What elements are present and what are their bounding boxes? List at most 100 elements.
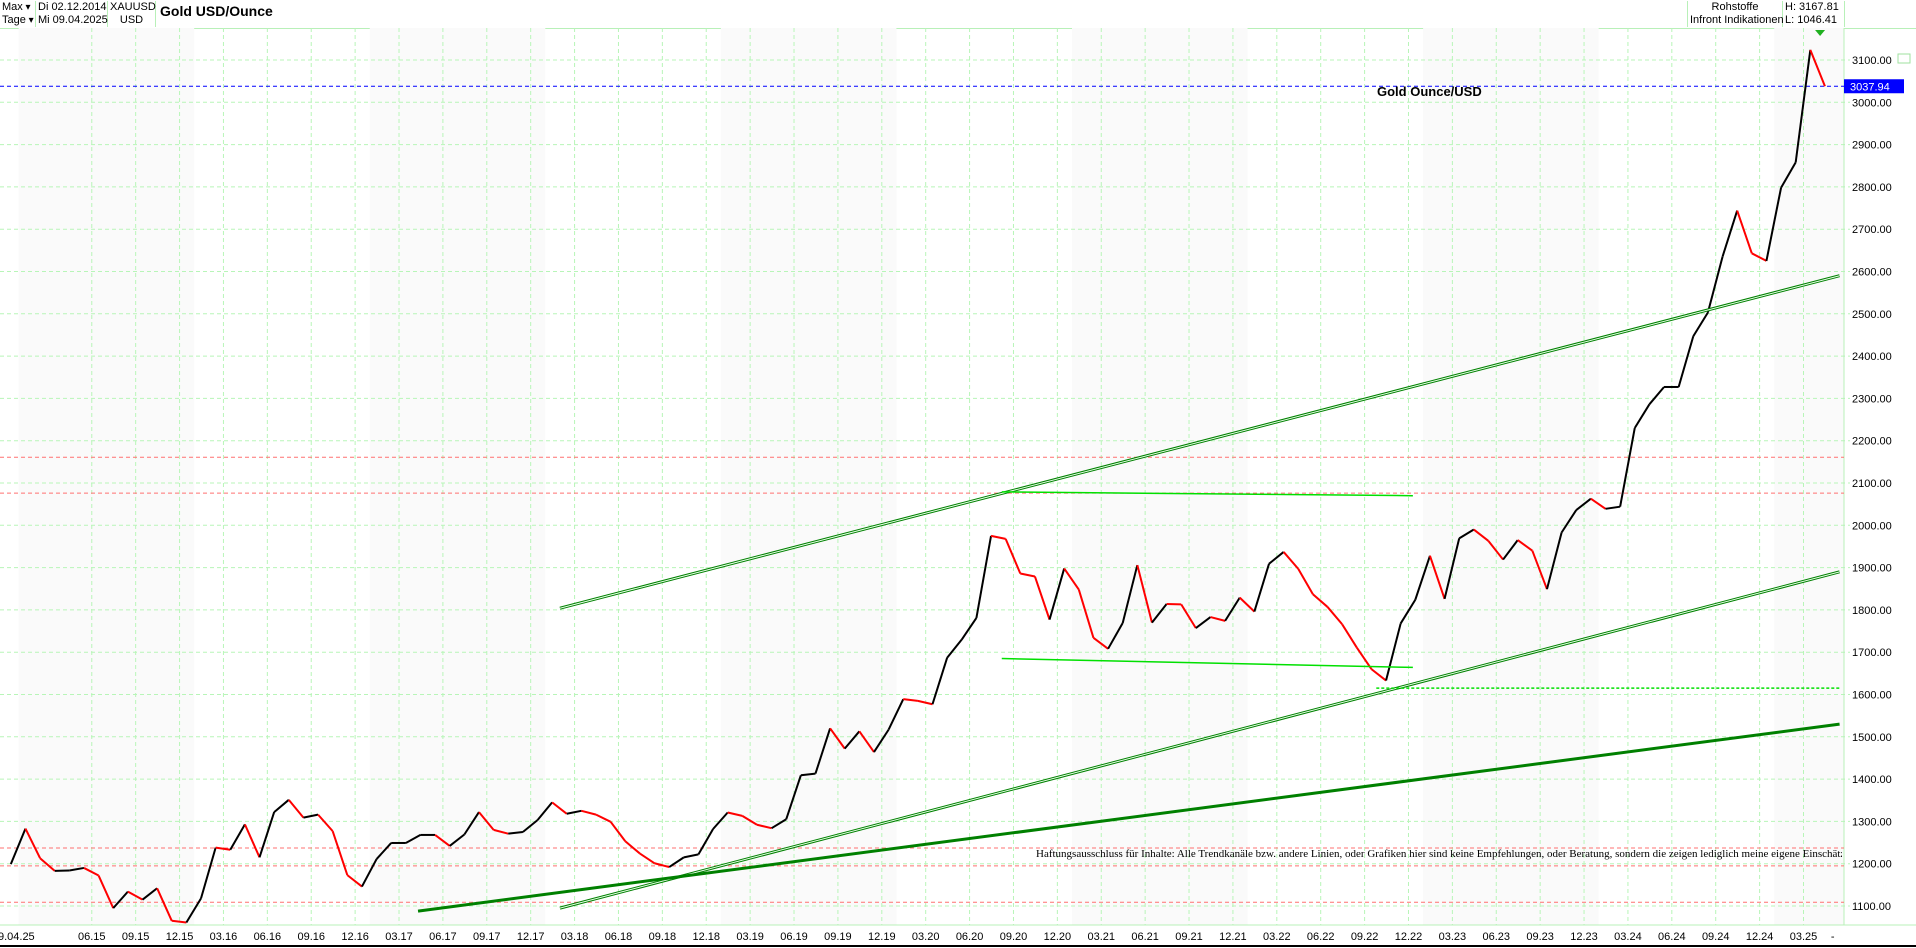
data-source: Infront Indikationen <box>1690 14 1784 26</box>
price-segment <box>1385 623 1402 681</box>
x-tick-label: 06.20 <box>956 931 984 943</box>
price-segment <box>1765 187 1783 262</box>
price-segment <box>1077 589 1095 639</box>
price-segment <box>858 730 875 753</box>
interval-dropdown[interactable]: Tage <box>2 14 33 27</box>
price-segment <box>1151 603 1168 624</box>
price-segment <box>1092 637 1109 650</box>
price-segment <box>1326 606 1343 625</box>
x-tick-label: 03.24 <box>1614 931 1642 943</box>
price-segment <box>215 846 231 851</box>
price-segment <box>1677 335 1695 388</box>
price-segment <box>639 852 656 865</box>
price-segment <box>712 811 729 830</box>
price-segment <box>1780 161 1797 189</box>
x-tick-label: 06.22 <box>1307 931 1335 943</box>
high-value: H: 3167.81 <box>1785 1 1839 13</box>
price-segment <box>843 730 861 750</box>
range-line <box>1001 491 1413 497</box>
x-tick-label: - <box>1831 931 1835 943</box>
y-tick-label: 2100.00 <box>1852 478 1892 490</box>
price-segment <box>536 801 553 821</box>
chart-label: Gold Ounce/USD <box>1377 84 1482 99</box>
price-segment <box>800 772 816 777</box>
price-segment <box>1794 49 1812 163</box>
x-tick-label: 06.23 <box>1482 931 1510 943</box>
price-segment <box>493 828 509 835</box>
currency: USD <box>119 14 144 26</box>
price-segment <box>697 828 714 855</box>
price-segment <box>624 840 641 855</box>
price-segment <box>463 811 480 836</box>
price-segment <box>595 813 612 823</box>
price-segment <box>1487 540 1504 561</box>
x-tick-label: 03.16 <box>210 931 238 943</box>
year-band <box>18 28 195 925</box>
x-tick-label: 12.18 <box>692 931 720 943</box>
price-segment <box>727 811 743 817</box>
y-tick-label: 2500.00 <box>1852 309 1892 321</box>
y-tick-label: 2300.00 <box>1852 393 1892 405</box>
price-segment <box>1706 256 1724 313</box>
range-selectors: Max Tage <box>0 1 36 27</box>
y-tick-label: 2800.00 <box>1852 182 1892 194</box>
price-segment <box>931 657 949 705</box>
price-segment <box>83 867 100 877</box>
price-segment <box>258 811 276 858</box>
x-tick-label: 06.21 <box>1131 931 1159 943</box>
price-segment <box>361 858 378 888</box>
price-segment <box>887 698 905 731</box>
chart-header: Max Tage Di 02.12.2014 Mi 09.04.2025 XAU… <box>0 0 1916 29</box>
instrument: XAUUSD USD <box>108 1 156 27</box>
x-tick-label: 09.20 <box>1000 931 1028 943</box>
price-segment <box>771 818 787 830</box>
low-value: L: 1046.41 <box>1785 14 1837 26</box>
x-tick-label: 03.19 <box>736 931 764 943</box>
x-tick-label: 09.22 <box>1351 931 1379 943</box>
price-segment <box>1180 603 1197 629</box>
price-segment <box>1312 593 1329 608</box>
price-segment <box>434 834 451 847</box>
x-tick-label: 09.19 <box>824 931 852 943</box>
price-segment <box>1517 539 1533 552</box>
y-tick-label: 3100.00 <box>1852 55 1892 67</box>
price-segment <box>756 823 772 830</box>
price-segment <box>1020 572 1036 578</box>
y-tick-label: 1900.00 <box>1852 563 1892 575</box>
year-band <box>1774 28 1844 925</box>
price-segment <box>1473 528 1490 542</box>
high-low: H: 3167.81 L: 1046.41 <box>1783 1 1845 27</box>
price-segment <box>331 830 349 876</box>
price-segment <box>1721 210 1739 257</box>
price-segment <box>1560 509 1578 534</box>
x-tick-label: 09.15 <box>122 931 150 943</box>
price-segment <box>1605 505 1621 510</box>
x-tick-label: 12.20 <box>1044 931 1072 943</box>
price-segment <box>24 828 41 859</box>
price-segment <box>990 534 1006 540</box>
start-date[interactable]: Di 02.12.2014 <box>38 1 107 13</box>
end-date[interactable]: Mi 09.04.2025 <box>38 14 108 26</box>
price-segment <box>551 801 568 815</box>
source-info: Rohstoffe Infront Indikationen <box>1687 1 1784 27</box>
price-segment <box>1575 497 1592 511</box>
price-segment <box>1136 564 1153 623</box>
y-tick-label: 3000.00 <box>1852 97 1892 109</box>
period-dropdown[interactable]: Max <box>2 1 33 14</box>
price-segment <box>1224 597 1241 622</box>
x-tick-label: 03.21 <box>1087 931 1115 943</box>
x-tick-label: 03.22 <box>1263 931 1291 943</box>
price-segment <box>1502 539 1519 561</box>
price-segment <box>785 774 802 820</box>
y-tick-label: 2400.00 <box>1852 351 1892 363</box>
price-segment <box>229 823 246 851</box>
price-segment <box>829 727 846 750</box>
price-segment <box>1268 551 1285 565</box>
price-segment <box>9 828 27 865</box>
x-tick-label: 06.17 <box>429 931 457 943</box>
price-segment <box>1751 252 1767 262</box>
price-segment <box>1619 427 1636 507</box>
price-segment <box>1633 403 1651 429</box>
price-segment <box>946 638 963 659</box>
